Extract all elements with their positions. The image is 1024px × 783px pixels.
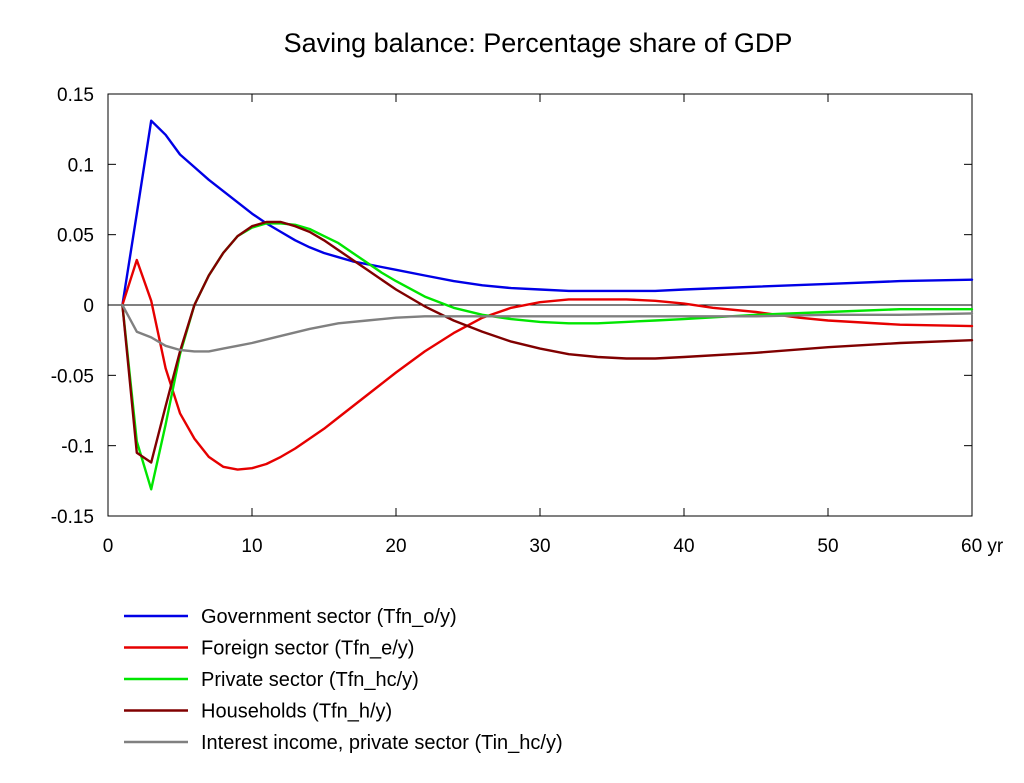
ticks-layer: 0.15 0.1 0.05 0 -0.05 -0.1 -0.15 0 10 20 30 40 50 60 … bbox=[51, 85, 1004, 557]
y-tick-label: 0.15 bbox=[57, 85, 94, 106]
series-line-5 bbox=[121, 303, 974, 353]
x-tick-label: 10 bbox=[241, 536, 262, 557]
y-tick-label: -0.1 bbox=[61, 437, 94, 458]
x-tick-label: 30 bbox=[529, 536, 550, 557]
legend-label-2: Foreign sector (Tfn_e/y) bbox=[201, 638, 414, 660]
x-tick-label: 40 bbox=[673, 536, 694, 557]
y-tick-label: 0.05 bbox=[57, 226, 94, 247]
x-tick-label: 50 bbox=[817, 536, 838, 557]
legend-label-5: Interest income, private sector (Tin_hc/… bbox=[201, 732, 563, 754]
y-tick-label: 0.1 bbox=[68, 155, 94, 176]
x-tick-label: 60 yr bbox=[961, 536, 1004, 557]
x-tick-label: 0 bbox=[103, 536, 114, 557]
chart-title: Saving balance: Percentage share of GDP bbox=[284, 28, 793, 58]
legend-label-4: Households (Tfn_h/y) bbox=[201, 701, 392, 723]
legend: Government sector (Tfn_o/y) Foreign secto… bbox=[124, 606, 563, 754]
x-tick-label: 20 bbox=[385, 536, 406, 557]
legend-label-3: Private sector (Tfn_hc/y) bbox=[201, 669, 419, 691]
y-tick-label: 0 bbox=[83, 296, 94, 317]
series-line-4 bbox=[121, 220, 974, 464]
y-tick-label: -0.15 bbox=[51, 507, 94, 528]
y-tick-label: -0.05 bbox=[51, 366, 94, 387]
series-line-2 bbox=[121, 258, 974, 471]
series-line-1 bbox=[121, 119, 974, 307]
series-layer bbox=[121, 119, 974, 491]
series-line-3 bbox=[121, 222, 974, 491]
legend-label-1: Government sector (Tfn_o/y) bbox=[201, 606, 457, 628]
